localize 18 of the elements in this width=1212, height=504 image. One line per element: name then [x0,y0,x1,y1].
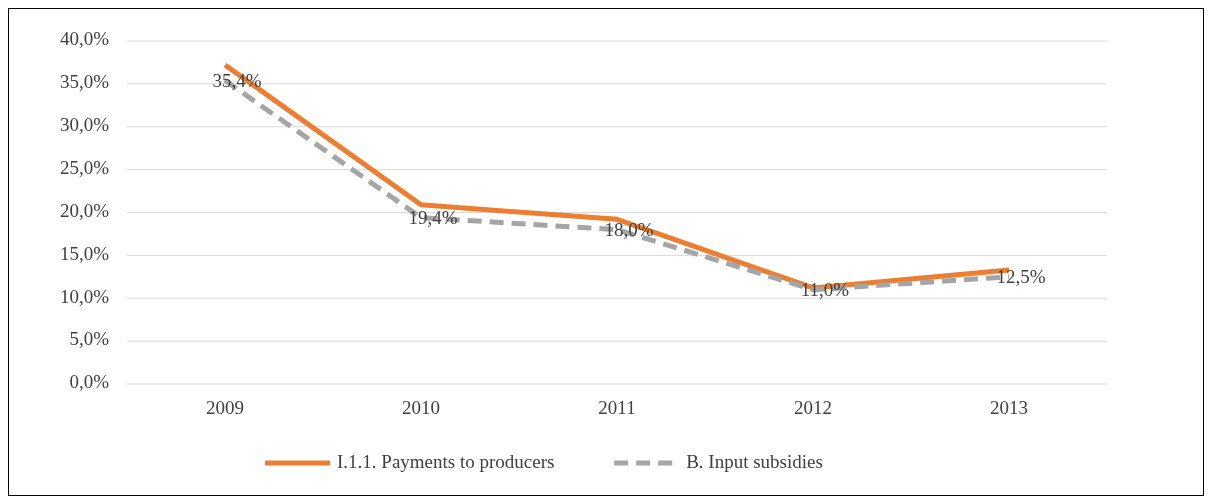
y-tick-label: 35,0% [59,71,110,93]
y-tick-label: 25,0% [59,156,110,178]
y-tick-label: 10,0% [59,285,110,307]
y-tick-label: 5,0% [69,328,110,350]
data-label: 12,5% [996,266,1046,288]
legend-label: I.1.1. Payments to producers [337,451,555,473]
y-tick-label: 0,0% [69,371,110,393]
x-tick-label: 2010 [402,397,440,418]
y-tick-label: 40,0% [59,28,110,50]
x-tick-label: 2012 [794,397,832,418]
data-label: 19,4% [408,207,458,228]
y-tick-label: 15,0% [59,242,110,264]
y-tick-label: 20,0% [59,199,110,221]
x-tick-label: 2011 [598,397,636,418]
x-tick-label: 2009 [206,397,244,418]
legend-label: B. Input subsidies [686,451,823,473]
y-tick-label: 30,0% [59,114,110,136]
x-tick-label: 2013 [990,397,1028,418]
